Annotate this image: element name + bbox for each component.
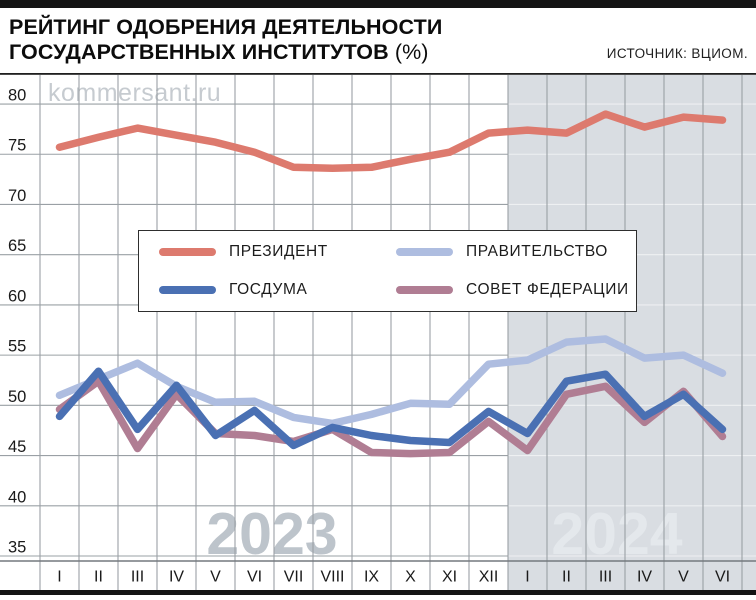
watermark-2023: 2023	[206, 501, 337, 567]
month-label: IX	[364, 569, 379, 586]
y-tick-label: 70	[8, 187, 26, 205]
y-tick-label: 55	[8, 338, 26, 356]
series-line-president	[55, 110, 727, 173]
month-label: VI	[247, 569, 262, 586]
legend-item-sovfed: СОВЕТ ФЕДЕРАЦИИ	[396, 281, 636, 299]
y-tick-label: 40	[8, 488, 26, 506]
duma-line-swatch	[159, 286, 216, 294]
page-title-line2: ГОСУДАРСТВЕННЫХ ИНСТИТУТОВ (%)	[9, 40, 429, 64]
source-label: ИСТОЧНИК: ВЦИОМ.	[606, 46, 748, 61]
y-tick-label: 65	[8, 237, 26, 255]
month-label: X	[405, 569, 416, 586]
month-label: I	[57, 569, 61, 586]
y-tick-label: 50	[8, 388, 26, 406]
legend-label: ГОСДУМА	[229, 281, 308, 298]
legend: ПРЕЗИДЕНТ ПРАВИТЕЛЬСТВО ГОСДУМА СОВЕТ ФЕ…	[138, 230, 637, 312]
band-2024	[508, 75, 756, 590]
legend-item-duma: ГОСДУМА	[159, 281, 396, 299]
watermark-2024: 2024	[551, 501, 682, 567]
bottom-black-bar	[0, 590, 756, 595]
y-tick-label: 45	[8, 438, 26, 456]
month-label: V	[678, 569, 689, 586]
sovfed-line-swatch	[396, 286, 453, 294]
month-label: II	[94, 569, 103, 586]
month-label: XI	[442, 569, 457, 586]
page-title-line1: РЕЙТИНГ ОДОБРЕНИЯ ДЕЯТЕЛЬНОСТИ	[9, 15, 443, 39]
y-tick-label: 75	[8, 137, 26, 155]
legend-item-government: ПРАВИТЕЛЬСТВО	[396, 243, 636, 261]
month-label: III	[599, 569, 612, 586]
y-tick-label: 80	[8, 87, 26, 105]
y-tick-label: 60	[8, 287, 26, 305]
legend-label: СОВЕТ ФЕДЕРАЦИИ	[466, 281, 629, 298]
y-tick-label: 35	[8, 539, 26, 557]
series-line-duma	[55, 367, 727, 450]
month-label: II	[562, 569, 571, 586]
month-label: VIII	[320, 569, 344, 586]
series-line-sovfed	[55, 377, 727, 458]
month-label: IV	[637, 569, 652, 586]
month-label: XII	[479, 569, 499, 586]
series-line-government	[55, 335, 727, 428]
page-title: РЕЙТИНГ ОДОБРЕНИЯ ДЕЯТЕЛЬНОСТИ ГОСУДАРСТ…	[9, 15, 442, 65]
month-label: VII	[284, 569, 304, 586]
month-label: I	[525, 569, 529, 586]
month-label: IV	[169, 569, 184, 586]
month-label: V	[210, 569, 221, 586]
government-line-swatch	[396, 248, 453, 256]
legend-label: ПРАВИТЕЛЬСТВО	[466, 243, 608, 260]
month-label: VI	[715, 569, 730, 586]
legend-item-president: ПРЕЗИДЕНТ	[159, 243, 396, 261]
legend-label: ПРЕЗИДЕНТ	[229, 243, 328, 260]
header-divider	[0, 73, 756, 75]
title-percent-suffix: (%)	[394, 40, 429, 64]
top-black-bar	[0, 0, 756, 8]
president-line-swatch	[159, 248, 216, 256]
month-label: III	[131, 569, 144, 586]
watermark-site: kommersant.ru	[48, 79, 221, 107]
